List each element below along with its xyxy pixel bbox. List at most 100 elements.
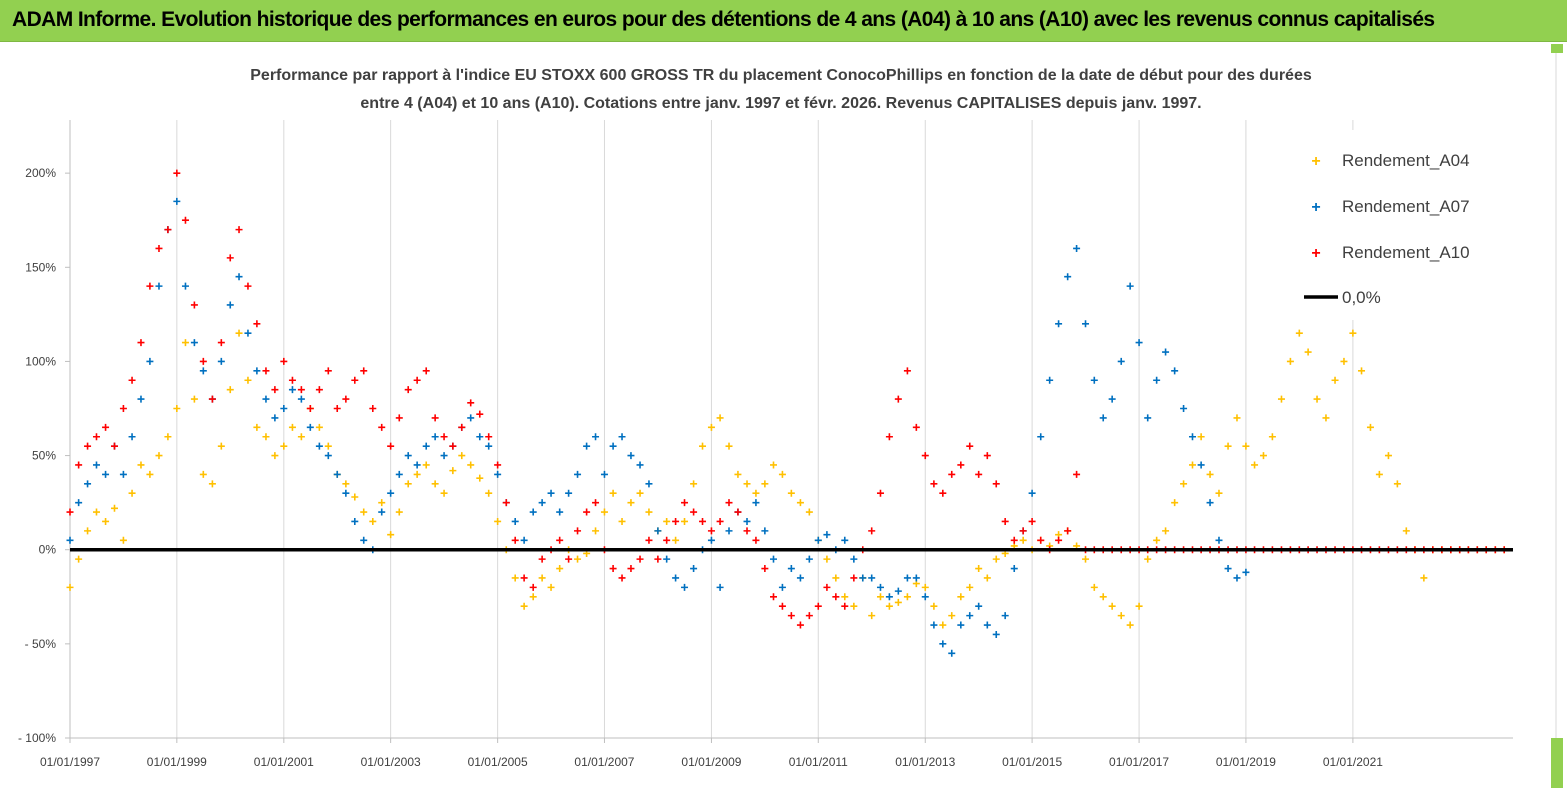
point-rendement-a07 xyxy=(574,470,582,478)
point-rendement-a07 xyxy=(306,423,314,431)
point-rendement-a10 xyxy=(404,386,412,394)
point-rendement-a07 xyxy=(235,273,243,281)
point-rendement-a04 xyxy=(734,470,742,478)
point-rendement-a10 xyxy=(841,602,849,610)
point-rendement-a10 xyxy=(378,423,386,431)
point-rendement-a07 xyxy=(244,329,252,337)
point-rendement-a10 xyxy=(1055,536,1063,544)
point-rendement-a10 xyxy=(119,405,127,412)
legend-label-a07: Rendement_A07 xyxy=(1342,197,1470,216)
point-rendement-a04 xyxy=(1295,329,1303,337)
point-rendement-a07 xyxy=(440,452,448,460)
point-rendement-a07 xyxy=(841,536,849,544)
point-rendement-a07 xyxy=(529,508,537,516)
point-rendement-a07 xyxy=(1171,367,1179,375)
point-rendement-a10 xyxy=(948,470,956,478)
point-rendement-a10 xyxy=(297,386,305,394)
point-rendement-a04 xyxy=(297,433,305,441)
point-rendement-a07 xyxy=(1082,320,1090,328)
point-rendement-a04 xyxy=(413,470,421,478)
point-rendement-a07 xyxy=(716,583,724,591)
point-rendement-a04 xyxy=(948,612,956,620)
point-rendement-a04 xyxy=(1251,461,1259,469)
x-axis-ticks: 01/01/1997 01/01/1999 01/01/2001 01/01/2003… xyxy=(40,738,1383,769)
point-rendement-a10 xyxy=(164,226,172,234)
point-rendement-a07 xyxy=(868,574,876,582)
point-rendement-a10 xyxy=(1019,527,1027,535)
point-rendement-a07 xyxy=(894,587,902,595)
point-rendement-a04 xyxy=(529,593,537,601)
point-rendement-a10 xyxy=(271,386,279,394)
point-rendement-a07 xyxy=(66,536,74,544)
point-rendement-a04 xyxy=(288,423,296,431)
point-rendement-a07 xyxy=(992,630,1000,638)
point-rendement-a10 xyxy=(146,282,154,290)
point-rendement-a07 xyxy=(494,470,502,478)
point-rendement-a10 xyxy=(699,517,707,525)
point-rendement-a07 xyxy=(627,452,635,460)
point-rendement-a07 xyxy=(583,442,591,450)
point-rendement-a04 xyxy=(1259,452,1267,460)
point-rendement-a04 xyxy=(1384,452,1392,460)
point-rendement-a04 xyxy=(226,386,234,394)
point-rendement-a10 xyxy=(939,489,947,497)
point-rendement-a07 xyxy=(324,452,332,460)
point-rendement-a04 xyxy=(1090,583,1098,591)
point-rendement-a10 xyxy=(449,442,457,450)
point-rendement-a04 xyxy=(921,583,929,591)
point-rendement-a07 xyxy=(823,531,831,539)
frame-corner-bottom xyxy=(1551,738,1563,788)
x-tick-label: 01/01/2021 xyxy=(1323,755,1383,769)
point-rendement-a04 xyxy=(939,621,947,629)
point-rendement-a10 xyxy=(903,367,911,375)
series-layer xyxy=(66,169,1508,657)
point-rendement-a07 xyxy=(1055,320,1063,328)
point-rendement-a07 xyxy=(556,508,564,516)
point-rendement-a07 xyxy=(181,282,189,290)
point-rendement-a04 xyxy=(1099,593,1107,601)
point-rendement-a10 xyxy=(235,226,243,234)
point-rendement-a10 xyxy=(342,395,350,403)
point-rendement-a10 xyxy=(627,565,635,573)
point-rendement-a10 xyxy=(529,583,537,591)
point-rendement-a04 xyxy=(1340,357,1348,365)
point-rendement-a10 xyxy=(618,574,626,582)
point-rendement-a04 xyxy=(1082,555,1090,563)
point-rendement-a04 xyxy=(146,470,154,478)
point-rendement-a04 xyxy=(369,517,377,525)
point-rendement-a04 xyxy=(761,480,769,488)
point-rendement-a04 xyxy=(618,517,626,525)
point-rendement-a07 xyxy=(1037,433,1045,441)
point-rendement-a10 xyxy=(155,244,163,252)
point-rendement-a10 xyxy=(876,489,884,497)
point-rendement-a10 xyxy=(957,461,965,469)
point-rendement-a04 xyxy=(1402,527,1410,535)
legend-label-a10: Rendement_A10 xyxy=(1342,243,1470,262)
performance-chart: 250%200%150%100%50%0%- 50%- 100% 01/01/1… xyxy=(0,42,1567,790)
point-rendement-a04 xyxy=(1375,470,1383,478)
point-rendement-a07 xyxy=(297,395,305,403)
point-rendement-a07 xyxy=(1126,282,1134,290)
point-rendement-a04 xyxy=(841,593,849,601)
point-rendement-a10 xyxy=(324,367,332,375)
point-rendement-a07 xyxy=(912,574,920,582)
point-rendement-a10 xyxy=(413,376,421,384)
point-rendement-a07 xyxy=(885,593,893,601)
point-rendement-a10 xyxy=(814,602,822,610)
point-rendement-a04 xyxy=(690,480,698,488)
point-rendement-a04 xyxy=(92,508,100,516)
point-rendement-a04 xyxy=(467,461,475,469)
point-rendement-a07 xyxy=(199,367,207,375)
point-rendement-a07 xyxy=(146,357,154,365)
point-rendement-a04 xyxy=(217,442,225,450)
point-rendement-a04 xyxy=(574,555,582,563)
point-rendement-a10 xyxy=(75,461,83,469)
point-rendement-a07 xyxy=(966,612,974,620)
point-rendement-a10 xyxy=(288,376,296,384)
point-rendement-a04 xyxy=(556,565,564,573)
point-rendement-a04 xyxy=(155,452,163,460)
point-rendement-a10 xyxy=(84,442,92,450)
point-rendement-a10 xyxy=(431,414,439,422)
point-rendement-a07 xyxy=(983,621,991,629)
point-rendement-a10 xyxy=(850,574,858,582)
